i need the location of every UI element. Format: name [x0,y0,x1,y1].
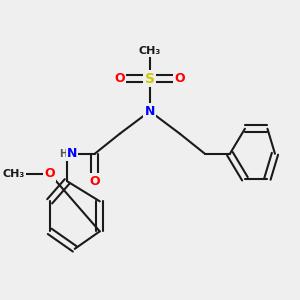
Text: S: S [145,72,155,86]
Text: CH₃: CH₃ [139,46,161,56]
Text: N: N [145,105,155,118]
Text: O: O [44,167,55,180]
Text: O: O [175,72,185,85]
Text: CH₃: CH₃ [2,169,25,179]
Text: H: H [59,149,67,159]
Text: O: O [89,175,100,188]
Text: O: O [115,72,125,85]
Text: N: N [67,147,78,160]
